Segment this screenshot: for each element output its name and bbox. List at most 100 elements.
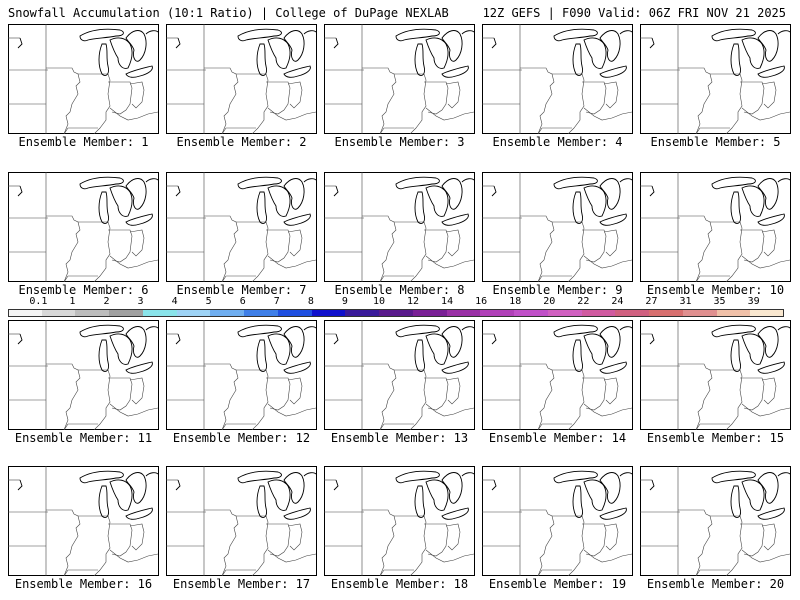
ensemble-panel-2 xyxy=(166,24,317,134)
colorbar-tick-label: 9 xyxy=(341,296,348,307)
ensemble-panel-19 xyxy=(482,466,633,576)
member-label: Ensemble Member: 14 xyxy=(488,431,627,445)
snowfall-map xyxy=(640,24,791,134)
snowfall-map xyxy=(166,466,317,576)
snowfall-map xyxy=(324,24,475,134)
snowfall-map xyxy=(166,24,317,134)
colorbar-swatch xyxy=(176,309,211,317)
ensemble-panel-12 xyxy=(166,320,317,430)
member-label: Ensemble Member: 2 xyxy=(176,135,307,149)
colorbar-swatch xyxy=(8,309,43,317)
snowfall-map xyxy=(166,320,317,430)
snowfall-map xyxy=(482,466,633,576)
colorbar-tick-label: 7 xyxy=(273,296,280,307)
ensemble-panel-11 xyxy=(8,320,159,430)
ensemble-panel-16 xyxy=(8,466,159,576)
ensemble-panel-5 xyxy=(640,24,791,134)
snowfall-map xyxy=(324,466,475,576)
colorbar-tick-label: 24 xyxy=(611,296,624,307)
ensemble-panel-13 xyxy=(324,320,475,430)
colorbar-swatch xyxy=(311,309,346,317)
ensemble-panel-1 xyxy=(8,24,159,134)
snowfall-map xyxy=(8,24,159,134)
colorbar-tick-label: 14 xyxy=(441,296,454,307)
colorbar-tick-label: 2 xyxy=(103,296,110,307)
colorbar-tick-label: 31 xyxy=(679,296,692,307)
ensemble-panel-15 xyxy=(640,320,791,430)
member-label: Ensemble Member: 18 xyxy=(330,577,469,591)
member-label: Ensemble Member: 8 xyxy=(334,283,465,297)
ensemble-panel-9 xyxy=(482,172,633,282)
colorbar-swatch xyxy=(75,309,110,317)
snowfall-map xyxy=(8,466,159,576)
colorbar-swatch xyxy=(581,309,616,317)
snowfall-map xyxy=(482,172,633,282)
member-label: Ensemble Member: 12 xyxy=(172,431,311,445)
snowfall-map xyxy=(8,320,159,430)
ensemble-panel-14 xyxy=(482,320,633,430)
snowfall-map xyxy=(166,172,317,282)
member-label: Ensemble Member: 20 xyxy=(646,577,785,591)
colorbar-tick-label: 1 xyxy=(69,296,76,307)
colorbar-swatch xyxy=(244,309,279,317)
colorbar-swatch xyxy=(682,309,718,317)
colorbar-swatch xyxy=(750,309,785,317)
colorbar-tick-label: 39 xyxy=(747,296,760,307)
member-label: Ensemble Member: 1 xyxy=(18,135,149,149)
run-info: 12Z GEFS | F090 Valid: 06Z FRI NOV 21 20… xyxy=(482,6,786,20)
colorbar-swatch xyxy=(716,309,751,317)
colorbar-tick-label: 18 xyxy=(509,296,522,307)
ensemble-panel-3 xyxy=(324,24,475,134)
colorbar-tick-label: 27 xyxy=(645,296,658,307)
member-label: Ensemble Member: 10 xyxy=(646,283,785,297)
snowfall-map xyxy=(640,172,791,282)
colorbar-swatch xyxy=(277,309,313,317)
member-label: Ensemble Member: 3 xyxy=(334,135,465,149)
colorbar-tick-label: 35 xyxy=(713,296,726,307)
colorbar-swatch xyxy=(615,309,650,317)
member-label: Ensemble Member: 4 xyxy=(492,135,623,149)
colorbar-tick-label: 22 xyxy=(577,296,590,307)
map-title: Snowfall Accumulation (10:1 Ratio) | Col… xyxy=(8,6,449,20)
ensemble-panel-6 xyxy=(8,172,159,282)
member-label: Ensemble Member: 11 xyxy=(14,431,153,445)
colorbar-tick-label: 8 xyxy=(307,296,314,307)
snowfall-map xyxy=(640,466,791,576)
colorbar-swatch xyxy=(210,309,245,317)
colorbar-tick-label: 12 xyxy=(406,296,420,307)
member-label: Ensemble Member: 9 xyxy=(492,283,623,297)
colorbar-swatch xyxy=(649,309,684,317)
ensemble-panel-17 xyxy=(166,466,317,576)
member-label: Ensemble Member: 5 xyxy=(650,135,781,149)
member-label: Ensemble Member: 19 xyxy=(488,577,627,591)
colorbar-tick-label: 5 xyxy=(205,296,212,307)
colorbar-tick-label: 16 xyxy=(475,296,488,307)
colorbar-swatch xyxy=(547,309,583,317)
snowfall-map xyxy=(8,172,159,282)
colorbar-swatch xyxy=(446,309,481,317)
ensemble-panel-4 xyxy=(482,24,633,134)
colorbar-legend: 0.1 1 2 3 4 5 6 7 8 9 10 12 14 16 18 20 22 24 27 31 35 39 xyxy=(8,296,788,322)
ensemble-panel-20 xyxy=(640,466,791,576)
colorbar-swatch xyxy=(142,309,178,317)
colorbar-tick-label: 0.1 xyxy=(29,296,48,307)
colorbar-swatch xyxy=(109,309,144,317)
snowfall-map xyxy=(324,320,475,430)
colorbar-swatch xyxy=(41,309,76,317)
member-label: Ensemble Member: 15 xyxy=(646,431,785,445)
snowfall-map xyxy=(324,172,475,282)
member-label: Ensemble Member: 17 xyxy=(172,577,311,591)
colorbar-tick-label: 10 xyxy=(372,296,385,307)
member-label: Ensemble Member: 13 xyxy=(330,431,469,445)
ensemble-panel-18 xyxy=(324,466,475,576)
ensemble-panel-10 xyxy=(640,172,791,282)
colorbar-tick-label: 20 xyxy=(543,296,556,307)
colorbar-tick-label: 3 xyxy=(137,296,144,307)
colorbar-tick-label: 6 xyxy=(239,296,246,307)
colorbar-swatch xyxy=(514,309,549,317)
snowfall-map xyxy=(482,24,633,134)
snowfall-map xyxy=(482,320,633,430)
member-label: Ensemble Member: 16 xyxy=(14,577,153,591)
snowfall-map xyxy=(640,320,791,430)
member-label: Ensemble Member: 7 xyxy=(176,283,307,297)
